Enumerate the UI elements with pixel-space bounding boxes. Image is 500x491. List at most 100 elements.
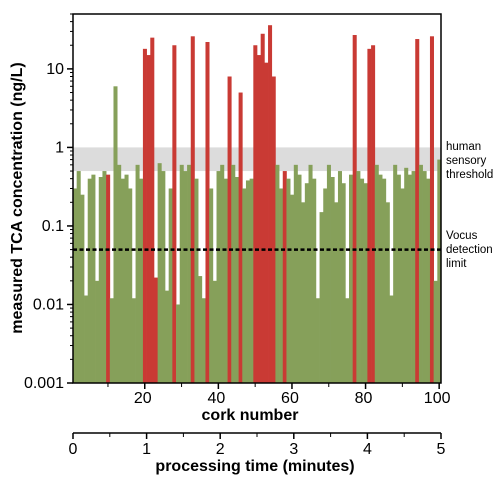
secondary-x-axis-title: processing time (minutes) xyxy=(155,458,354,475)
bar-cork-5 xyxy=(87,178,92,383)
detection-limit-label-line-1: Vocus xyxy=(446,230,478,242)
bar-cork-21 xyxy=(146,55,151,384)
bar-cork-65 xyxy=(308,164,313,383)
bar-cork-67 xyxy=(315,298,320,383)
bar-cork-6 xyxy=(91,174,96,383)
bar-cork-73 xyxy=(337,171,342,383)
bar-cork-95 xyxy=(418,164,423,383)
bar-cork-12 xyxy=(113,86,118,383)
bar-cork-55 xyxy=(271,76,276,383)
bar-cork-25 xyxy=(161,171,166,383)
x-tick-label: 80 xyxy=(355,390,373,407)
bar-cork-75 xyxy=(345,298,350,383)
plot-area xyxy=(73,25,442,384)
bar-cork-17 xyxy=(131,298,136,383)
bar-cork-79 xyxy=(360,178,365,383)
bar-cork-52 xyxy=(260,33,265,384)
bar-cork-48 xyxy=(245,180,250,383)
secondary-x-tick-label: 2 xyxy=(216,441,225,458)
detection-limit-label-line-2: detection xyxy=(446,244,493,256)
sensory-threshold-label-line-1: human xyxy=(446,141,481,153)
y-tick-label: 1 xyxy=(55,139,64,156)
bar-cork-69 xyxy=(323,188,328,383)
bar-cork-77 xyxy=(352,35,357,383)
bar-cork-70 xyxy=(326,164,331,383)
bar-cork-14 xyxy=(120,178,125,383)
bar-cork-36 xyxy=(201,298,206,383)
bar-cork-80 xyxy=(363,183,368,383)
bar-cork-84 xyxy=(378,174,383,383)
bar-cork-82 xyxy=(371,45,376,383)
bar-cork-37 xyxy=(205,42,210,383)
sensory-threshold-label-line-3: threshold xyxy=(446,169,493,181)
bar-cork-68 xyxy=(319,212,324,383)
bar-cork-97 xyxy=(426,178,431,383)
bar-cork-33 xyxy=(190,36,195,384)
bar-cork-90 xyxy=(400,188,405,383)
x-tick-label: 40 xyxy=(207,390,225,407)
secondary-x-tick-label: 5 xyxy=(437,441,446,458)
bar-cork-56 xyxy=(275,164,280,383)
bar-cork-41 xyxy=(220,164,225,383)
axes: 0.001 0.01 0.1 1 10 20 40 60 80 100 0 1 2 3 4 5 xyxy=(24,13,451,458)
bar-cork-98 xyxy=(429,36,434,384)
bar-cork-89 xyxy=(396,174,401,383)
bar-cork-15 xyxy=(124,174,129,383)
detection-limit-label-line-3: limit xyxy=(446,258,467,270)
secondary-x-tick-label: 4 xyxy=(363,441,372,458)
bar-cork-78 xyxy=(356,171,361,383)
bar-cork-58 xyxy=(282,171,287,383)
bar-cork-88 xyxy=(393,164,398,383)
bar-cork-31 xyxy=(183,171,188,383)
sensory-threshold-annotation: human sensory threshold xyxy=(446,141,493,181)
plot-frame xyxy=(72,13,442,384)
bar-cork-63 xyxy=(301,202,306,383)
bar-cork-60 xyxy=(290,194,295,383)
secondary-x-tick-label: 0 xyxy=(69,441,78,458)
x-tick-label: 20 xyxy=(134,390,152,407)
bar-cork-46 xyxy=(238,92,243,383)
bar-cork-42 xyxy=(223,178,228,383)
bar-cork-1 xyxy=(73,188,78,383)
bar-cork-86 xyxy=(385,202,390,383)
bar-cork-91 xyxy=(404,167,409,383)
y-tick-label: 0.001 xyxy=(24,375,64,392)
bar-cork-92 xyxy=(407,174,412,383)
bar-cork-44 xyxy=(231,164,236,383)
bar-cork-71 xyxy=(330,177,335,383)
bar-cork-24 xyxy=(157,163,162,383)
bar-cork-57 xyxy=(279,188,284,383)
bar-cork-47 xyxy=(242,188,247,383)
secondary-x-tick-label: 3 xyxy=(289,441,298,458)
bar-cork-8 xyxy=(98,177,103,383)
bar-cork-96 xyxy=(422,171,427,383)
bar-cork-30 xyxy=(179,164,184,383)
bar-cork-72 xyxy=(334,202,339,383)
y-axis-title: measured TCA concentration (ng/L) xyxy=(9,62,26,333)
bar-cork-35 xyxy=(198,276,203,383)
bar-cork-11 xyxy=(109,298,114,383)
bar-cork-85 xyxy=(382,178,387,383)
bar-cork-100 xyxy=(437,159,442,383)
bar-cork-28 xyxy=(172,45,177,383)
bar-cork-26 xyxy=(165,290,170,383)
bar-cork-4 xyxy=(84,295,89,383)
bar-cork-62 xyxy=(297,174,302,383)
y-tick-label: 10 xyxy=(46,61,64,78)
bar-cork-40 xyxy=(216,171,221,383)
x-axis-title: cork number xyxy=(202,407,299,424)
bar-cork-81 xyxy=(367,48,372,384)
x-tick-label: 60 xyxy=(281,390,299,407)
bar-cork-54 xyxy=(268,25,273,383)
bar-cork-51 xyxy=(257,55,262,384)
bar-cork-38 xyxy=(209,188,214,383)
bar-cork-49 xyxy=(249,178,254,383)
bar-cork-2 xyxy=(76,171,81,383)
secondary-x-tick-label: 1 xyxy=(142,441,151,458)
bar-cork-64 xyxy=(304,183,309,383)
bar-cork-76 xyxy=(349,174,354,383)
bar-cork-16 xyxy=(128,188,133,383)
x-tick-label: 100 xyxy=(424,390,451,407)
detection-limit-annotation: Vocus detection limit xyxy=(446,230,493,270)
